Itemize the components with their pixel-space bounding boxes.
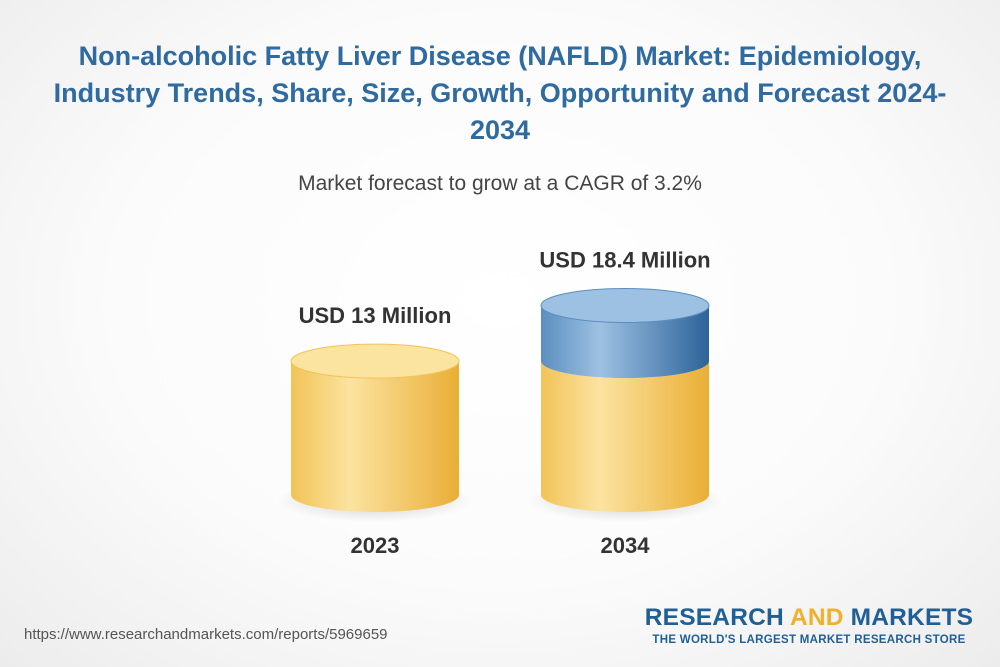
brand-name-part2: AND — [789, 604, 844, 631]
bar-base-2023 — [291, 361, 459, 512]
source-url[interactable]: https://www.researchandmarkets.com/repor… — [24, 626, 388, 643]
brand-name-part1: RESEARCH — [644, 604, 790, 631]
brand-name: RESEARCH AND MARKETS — [640, 604, 978, 632]
bar-top-2023 — [290, 343, 460, 379]
bar-base-2034 — [541, 361, 709, 512]
brand-tagline: THE WORLD'S LARGEST MARKET RESEARCH STOR… — [652, 634, 966, 646]
category-label-2023: 2023 — [351, 533, 400, 558]
chart-subtitle: Market forecast to grow at a CAGR of 3.2… — [298, 172, 702, 195]
bar-top-2034 — [540, 287, 710, 323]
data-label-2023: USD 13 Million — [299, 303, 452, 328]
bar-growth-2034 — [541, 305, 709, 379]
brand-logo: RESEARCH AND MARKETS THE WORLD'S LARGEST… — [640, 604, 978, 646]
chart-title: Non-alcoholic Fatty Liver Disease (NAFLD… — [53, 41, 947, 145]
data-label-2034: USD 18.4 Million — [539, 247, 710, 272]
category-label-2034: 2034 — [601, 533, 651, 558]
brand-name-part3: MARKETS — [843, 604, 974, 631]
